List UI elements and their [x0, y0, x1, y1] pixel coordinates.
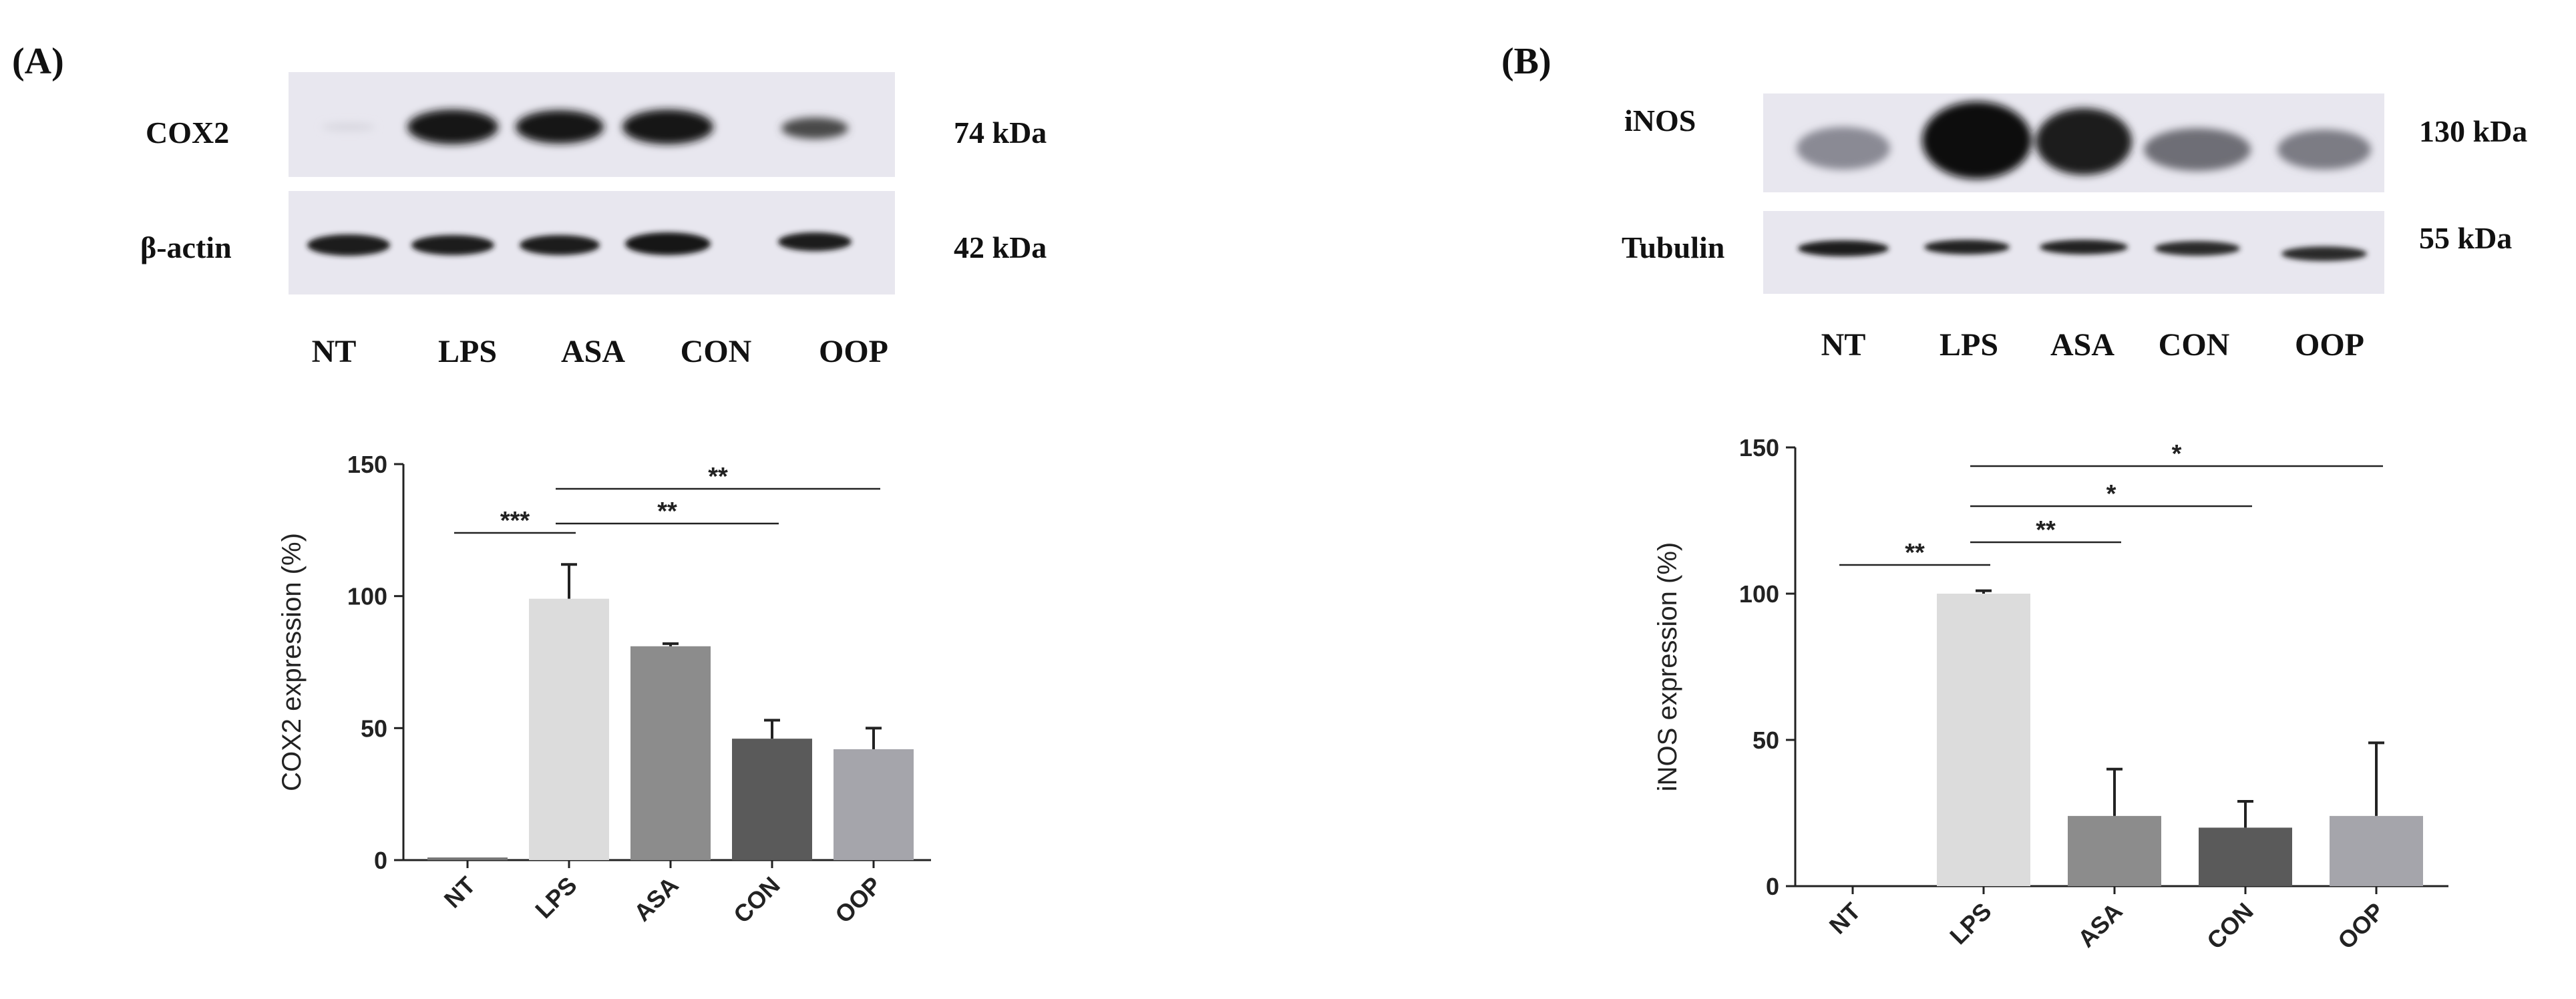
bar-con: [2199, 827, 2292, 886]
band-actin-asa: [520, 235, 600, 255]
band-tubulin-con: [2155, 241, 2240, 256]
y-tick-label: 150: [1739, 434, 1779, 461]
blot-a-protein-actin: β-actin: [140, 230, 232, 264]
significance-label: *: [2106, 480, 2117, 508]
band-cox2-lps: [407, 110, 498, 144]
y-tick-label: 100: [347, 583, 387, 610]
x-tick-label-lps: LPS: [530, 871, 582, 924]
blot-a-protein-cox2: COX2: [146, 116, 229, 150]
band-inos-lps: [1922, 102, 2032, 179]
band-inos-asa: [2036, 108, 2132, 175]
blot-a-lane-oop: OOP: [819, 334, 888, 369]
y-tick-label: 150: [347, 451, 387, 478]
significance-label: **: [657, 497, 677, 526]
band-tubulin-oop: [2281, 246, 2367, 261]
x-tick-label-oop: OOP: [830, 871, 887, 929]
bar-lps: [529, 598, 609, 860]
blot-a-lane-lps: LPS: [438, 334, 497, 369]
band-actin-lps: [411, 235, 494, 255]
blot-a-lane-nt: NT: [312, 334, 357, 369]
blot-a-size-cox2: 74 kDa: [954, 116, 1047, 150]
blot-b-bands-tubulin: [1798, 240, 2367, 261]
x-tick-label-oop: OOP: [2332, 897, 2390, 955]
blot-b-lane-oop: OOP: [2295, 327, 2364, 363]
band-inos-oop: [2277, 130, 2371, 170]
blot-b-protein-inos: iNOS: [1624, 104, 1696, 138]
significance-label: *: [2172, 440, 2182, 468]
band-tubulin-asa: [2040, 240, 2128, 254]
chart-a: 0 50 100 150 COX2 expression (%) NT LPS ASA CON O…: [277, 451, 931, 928]
significance-label: ***: [500, 507, 530, 535]
band-inos-nt: [1797, 127, 1890, 170]
band-tubulin-lps: [1924, 240, 2010, 254]
bar-asa: [630, 646, 711, 860]
chart-b: 0 50 100 150 iNOS expression (%) NT LPS ASA CON O…: [1653, 434, 2448, 954]
x-tick-label-asa: ASA: [628, 871, 684, 927]
y-tick-label: 50: [1753, 727, 1779, 754]
bar-asa: [2068, 815, 2161, 886]
bar-nt: [427, 857, 508, 860]
blot-b-lane-con: CON: [2159, 327, 2230, 363]
panel-label-b: (B): [1501, 41, 1551, 82]
blot-b-lane-lps: LPS: [1940, 327, 1998, 363]
blot-a-bands-actin: [307, 232, 852, 256]
y-axis-label: iNOS expression (%): [1653, 542, 1682, 791]
significance-label: **: [708, 463, 728, 491]
y-axis-label: COX2 expression (%): [277, 533, 307, 791]
blot-a-bands-cox2: [322, 110, 848, 144]
bar-oop: [834, 749, 914, 860]
blot-b-size-inos: 130 kDa: [2419, 114, 2527, 148]
blot-b: iNOS Tubulin 130 kDa 55 kDa NT LPS ASA C…: [1622, 93, 2527, 363]
band-inos-con: [2144, 128, 2251, 171]
blot-b-lane-asa: ASA: [2050, 327, 2114, 363]
band-cox2-nt: [322, 123, 375, 131]
blot-a-lane-labels: NT LPS ASA CON OOP: [312, 334, 888, 369]
x-tick-label-asa: ASA: [2072, 897, 2128, 953]
x-tick-label-con: CON: [2201, 897, 2259, 955]
blot-a-lane-con: CON: [681, 334, 752, 369]
band-cox2-asa: [516, 110, 604, 144]
blot-b-lane-labels: NT LPS ASA CON OOP: [1821, 327, 2364, 363]
band-cox2-con: [622, 110, 713, 144]
blot-a-lane-asa: ASA: [561, 334, 625, 369]
blot-a: COX2 β-actin 74 kDa 42 kDa NT LPS ASA CO…: [140, 72, 1047, 369]
blot-b-lane-nt: NT: [1821, 327, 1866, 363]
blot-b-size-tubulin: 55 kDa: [2419, 221, 2512, 255]
band-actin-con: [625, 232, 711, 255]
y-tick-label: 100: [1739, 580, 1779, 608]
blot-a-size-actin: 42 kDa: [954, 230, 1047, 264]
bar-lps: [1937, 594, 2030, 886]
significance-label: **: [2036, 516, 2056, 544]
panel-label-a: (A): [12, 41, 64, 82]
band-actin-oop: [778, 232, 852, 251]
x-tick-label-lps: LPS: [1944, 897, 1996, 950]
x-tick-label-nt: NT: [439, 871, 481, 914]
bar-oop: [2330, 815, 2423, 886]
y-tick-label: 0: [1766, 873, 1779, 900]
band-tubulin-nt: [1798, 240, 1889, 256]
x-tick-label-nt: NT: [1824, 897, 1866, 940]
band-cox2-oop: [781, 118, 848, 139]
band-actin-nt: [307, 234, 390, 256]
x-tick-label-con: CON: [728, 871, 785, 929]
y-tick-label: 0: [374, 847, 387, 874]
bar-con: [732, 739, 812, 860]
blot-b-protein-tubulin: Tubulin: [1622, 230, 1724, 264]
blot-b-bands-inos: [1797, 102, 2371, 179]
y-tick-label: 50: [361, 715, 387, 742]
significance-label: **: [1905, 539, 1925, 567]
